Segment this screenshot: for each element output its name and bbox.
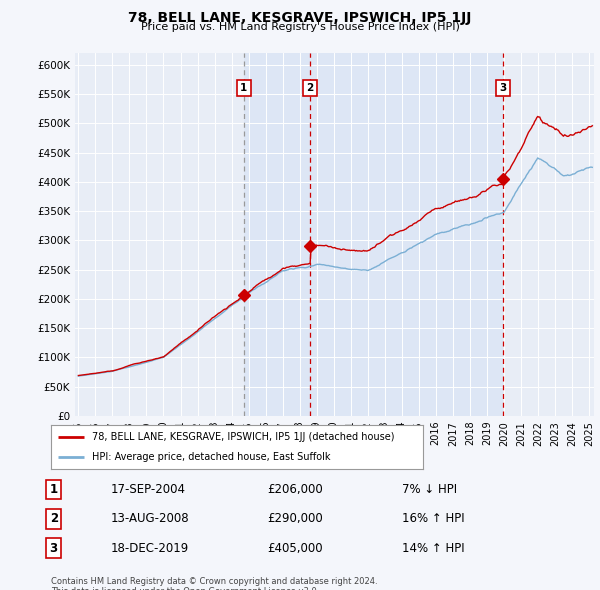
Text: 13-AUG-2008: 13-AUG-2008 bbox=[110, 512, 189, 525]
Text: £290,000: £290,000 bbox=[267, 512, 323, 525]
Bar bbox=[244, 53, 310, 416]
Text: HPI: Average price, detached house, East Suffolk: HPI: Average price, detached house, East… bbox=[92, 452, 331, 462]
Text: 1: 1 bbox=[50, 483, 58, 496]
Text: 17-SEP-2004: 17-SEP-2004 bbox=[110, 483, 185, 496]
Text: Contains HM Land Registry data © Crown copyright and database right 2024.
This d: Contains HM Land Registry data © Crown c… bbox=[51, 577, 377, 590]
Text: £206,000: £206,000 bbox=[267, 483, 323, 496]
Text: 1: 1 bbox=[240, 83, 247, 93]
Text: 7% ↓ HPI: 7% ↓ HPI bbox=[402, 483, 457, 496]
Text: Price paid vs. HM Land Registry's House Price Index (HPI): Price paid vs. HM Land Registry's House … bbox=[140, 22, 460, 32]
Text: 14% ↑ HPI: 14% ↑ HPI bbox=[402, 542, 464, 555]
Text: 2: 2 bbox=[307, 83, 314, 93]
Text: 3: 3 bbox=[500, 83, 507, 93]
Text: 2: 2 bbox=[50, 512, 58, 525]
Text: £405,000: £405,000 bbox=[267, 542, 323, 555]
Text: 78, BELL LANE, KESGRAVE, IPSWICH, IP5 1JJ: 78, BELL LANE, KESGRAVE, IPSWICH, IP5 1J… bbox=[128, 11, 472, 25]
Text: 16% ↑ HPI: 16% ↑ HPI bbox=[402, 512, 464, 525]
Bar bbox=[310, 53, 503, 416]
Text: 18-DEC-2019: 18-DEC-2019 bbox=[110, 542, 188, 555]
Text: 78, BELL LANE, KESGRAVE, IPSWICH, IP5 1JJ (detached house): 78, BELL LANE, KESGRAVE, IPSWICH, IP5 1J… bbox=[92, 432, 394, 442]
Text: 3: 3 bbox=[50, 542, 58, 555]
